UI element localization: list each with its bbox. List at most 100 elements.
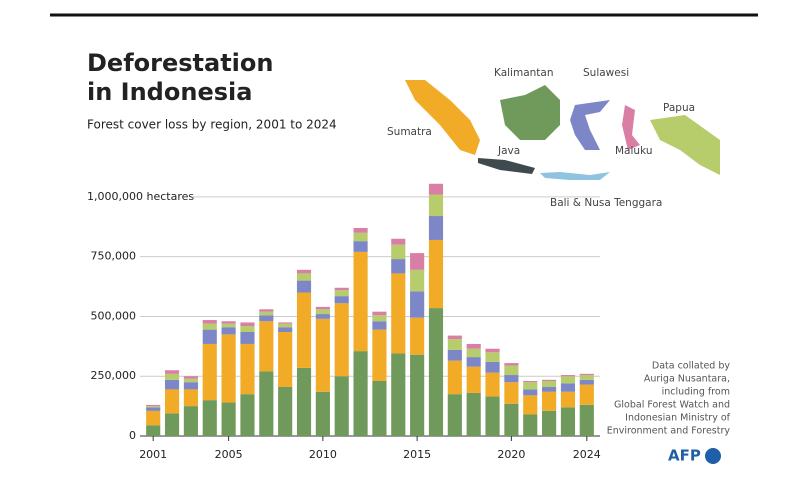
bar-segment bbox=[315, 309, 330, 315]
bar-segment bbox=[428, 194, 444, 217]
x-tick-label: 2001 bbox=[139, 448, 167, 461]
bar-segment bbox=[542, 381, 557, 387]
logo: AFP bbox=[668, 447, 701, 465]
bar-segment bbox=[523, 414, 538, 436]
bar-segment bbox=[221, 327, 236, 335]
y-tick-label: 0 bbox=[129, 429, 136, 442]
bar-segment bbox=[315, 391, 330, 436]
source-line: Global Forest Watch and bbox=[614, 400, 730, 411]
map-java bbox=[478, 158, 535, 174]
bar-segment bbox=[466, 392, 481, 436]
bar-segment bbox=[146, 407, 161, 411]
bar-segment bbox=[428, 183, 444, 195]
bar-segment bbox=[296, 273, 312, 281]
bar-segment bbox=[485, 372, 500, 397]
bar-segment bbox=[259, 371, 274, 436]
map-kalimantan bbox=[500, 85, 560, 140]
bar-segment bbox=[428, 239, 444, 309]
bar-segment bbox=[278, 386, 293, 436]
bar-segment bbox=[202, 323, 217, 330]
bar-segment bbox=[296, 269, 312, 274]
bar-segment bbox=[560, 375, 576, 377]
map-label: Papua bbox=[663, 102, 695, 114]
bar-segment bbox=[410, 354, 425, 436]
bar-segment bbox=[334, 290, 349, 297]
map-sumatra bbox=[405, 80, 480, 155]
bar-segment bbox=[542, 379, 557, 382]
chart-title: Deforestation bbox=[87, 49, 273, 77]
bar-segment bbox=[183, 378, 198, 383]
bar-segment bbox=[391, 353, 406, 436]
x-tick-label: 2015 bbox=[403, 448, 431, 461]
bar-segment bbox=[523, 381, 538, 383]
map-bali bbox=[540, 172, 610, 180]
bar-segment bbox=[447, 349, 462, 361]
bar-segment bbox=[221, 402, 236, 436]
bar-segment bbox=[296, 280, 312, 293]
bar-segment bbox=[278, 322, 293, 324]
bar-segment bbox=[334, 303, 349, 377]
bar-segment bbox=[164, 373, 180, 380]
bar-segment bbox=[428, 308, 444, 436]
bar-segment bbox=[410, 253, 425, 270]
bar-segment bbox=[560, 383, 576, 392]
bar-segment bbox=[579, 375, 594, 380]
bar-segment bbox=[372, 381, 387, 436]
bar-segment bbox=[410, 269, 425, 292]
x-tick-label: 2010 bbox=[309, 448, 337, 461]
bar-segment bbox=[504, 382, 519, 404]
bar-segment bbox=[391, 238, 406, 245]
x-tick-label: 2024 bbox=[573, 448, 601, 461]
chart-title: in Indonesia bbox=[87, 78, 252, 106]
bar-segment bbox=[485, 396, 500, 436]
bar-segment bbox=[504, 375, 519, 383]
bar-segment bbox=[202, 320, 217, 324]
chart-subtitle: Forest cover loss by region, 2001 to 202… bbox=[87, 118, 337, 132]
bar-segment bbox=[542, 386, 557, 392]
x-tick-label: 2005 bbox=[215, 448, 243, 461]
bar-segment bbox=[504, 363, 519, 366]
source-line: Indonesian Ministry of bbox=[625, 413, 731, 424]
bar-segment bbox=[391, 244, 406, 260]
bar-segment bbox=[278, 331, 293, 387]
bar-segment bbox=[372, 311, 387, 316]
map-label: Maluku bbox=[615, 145, 652, 157]
bar-segment bbox=[240, 326, 255, 332]
map-label: Sumatra bbox=[387, 126, 432, 138]
bar-segment bbox=[447, 394, 462, 436]
bar-segment bbox=[466, 343, 481, 349]
map bbox=[405, 80, 720, 180]
bar-segment bbox=[447, 335, 462, 340]
bar-segment bbox=[523, 395, 538, 415]
bar-segment bbox=[259, 311, 274, 316]
bar-segment bbox=[466, 348, 481, 358]
bar-segment bbox=[296, 367, 312, 436]
logo-dot bbox=[705, 448, 721, 464]
bar-segment bbox=[410, 317, 425, 355]
bar-segment bbox=[485, 352, 500, 362]
bar-segment bbox=[410, 291, 425, 318]
source-line: Data collated by bbox=[652, 361, 730, 372]
bar-segment bbox=[183, 406, 198, 436]
bar-segment bbox=[278, 323, 293, 328]
bar-segment bbox=[447, 360, 462, 395]
bar-segment bbox=[315, 318, 330, 392]
bar-segment bbox=[202, 329, 217, 344]
bar-segment bbox=[334, 376, 349, 436]
bar-segment bbox=[372, 329, 387, 382]
map-sulawesi bbox=[570, 100, 610, 150]
bar-segment bbox=[183, 382, 198, 390]
bar-segment bbox=[391, 273, 406, 354]
bar-segment bbox=[504, 365, 519, 376]
bar-segment bbox=[485, 361, 500, 373]
bar-segment bbox=[353, 351, 368, 436]
bar-segment bbox=[428, 216, 444, 240]
bar-segment bbox=[485, 348, 500, 353]
bar-segment bbox=[353, 251, 368, 352]
bar-segment bbox=[353, 232, 368, 242]
map-maluku bbox=[622, 105, 640, 150]
bar-segment bbox=[296, 292, 312, 368]
bar-segment bbox=[259, 315, 274, 322]
map-label: Java bbox=[497, 145, 520, 157]
